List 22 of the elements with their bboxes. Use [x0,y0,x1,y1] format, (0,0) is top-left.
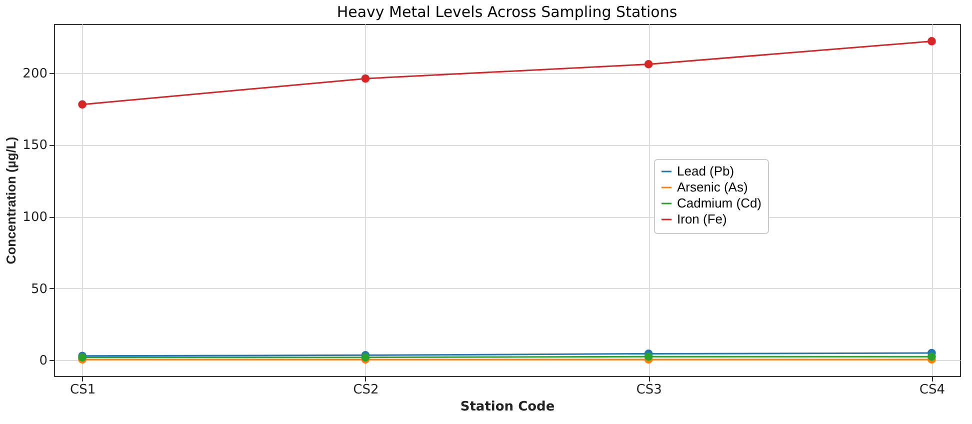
point [361,74,370,83]
y-tick-label: 50 [30,282,48,297]
point [78,100,86,109]
y-axis-title: Concentration (µg/L) [4,136,19,264]
x-tick-label: CS1 [70,382,96,398]
legend-label: Arsenic (As) [677,180,748,194]
x-axis-title: Station Code [460,400,555,414]
point [928,352,936,361]
y-tick-label: 0 [39,354,48,369]
point [644,352,653,361]
legend-label: Iron (Fe) [677,212,727,226]
legend-label: Lead (Pb) [677,164,734,178]
x-tick-label: CS2 [353,382,379,398]
y-tick-label: 150 [22,138,48,154]
x-tick-label: CS4 [919,382,945,398]
chart-title: Heavy Metal Levels Across Sampling Stations [336,3,678,21]
point [644,60,653,68]
y-tick-label: 200 [22,66,48,82]
x-tick-label: CS3 [636,382,662,398]
point [928,37,936,46]
legend-label: Cadmium (Cd) [677,196,762,210]
y-tick-label: 100 [22,210,48,226]
